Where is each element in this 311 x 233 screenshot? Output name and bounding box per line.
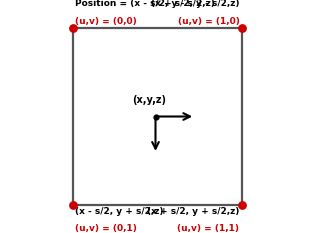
Point [239, 26, 244, 30]
Point [70, 26, 75, 30]
Point [70, 203, 75, 207]
Text: (x + s/2, y - s/2,z): (x + s/2, y - s/2,z) [151, 0, 239, 8]
Text: Position = (x - s/2, y - s/2,z): Position = (x - s/2, y - s/2,z) [75, 0, 215, 8]
Text: (u,v) = (1,0): (u,v) = (1,0) [178, 17, 239, 26]
Text: (x + s/2, y + s/2,z): (x + s/2, y + s/2,z) [147, 207, 239, 216]
Text: (u,v) = (0,0): (u,v) = (0,0) [75, 17, 137, 26]
Point [153, 115, 158, 118]
Text: (u,v) = (0,1): (u,v) = (0,1) [75, 224, 137, 233]
Text: (x,y,z): (x,y,z) [132, 95, 166, 105]
Text: (x - s/2, y + s/2,z): (x - s/2, y + s/2,z) [75, 207, 164, 216]
Text: (u,v) = (1,1): (u,v) = (1,1) [177, 224, 239, 233]
Point [239, 203, 244, 207]
